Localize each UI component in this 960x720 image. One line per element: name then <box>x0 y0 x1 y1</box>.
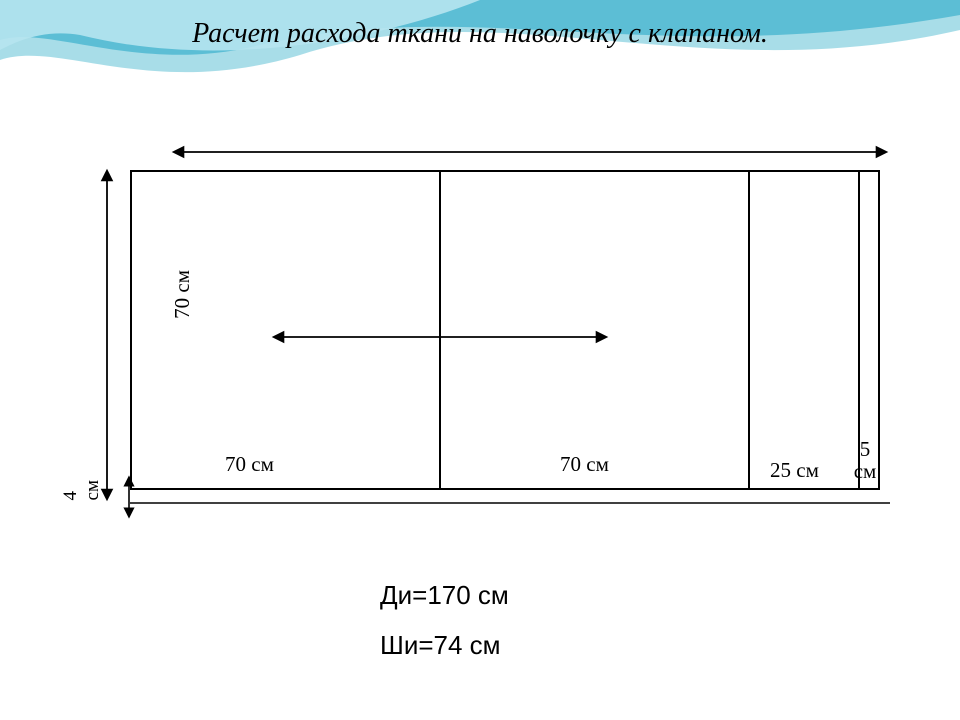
height-label: 70 см <box>170 270 195 319</box>
height-arrow <box>95 165 119 505</box>
panel-label-2: 70 см <box>560 452 609 477</box>
seam-label: 4 см <box>60 480 104 500</box>
result-length: Ди=170 см <box>380 580 509 611</box>
mid-arrow <box>270 325 610 349</box>
result-width: Ши=74 см <box>380 630 501 661</box>
page-title: Расчет расхода ткани на наволочку с клап… <box>0 18 960 50</box>
bottom-line <box>130 498 890 508</box>
fabric-diagram: 70 см 4 см 70 см 70 см 25 см 5 см <box>90 140 880 490</box>
slide: Расчет расхода ткани на наволочку с клап… <box>0 0 960 720</box>
wave-decoration <box>0 0 960 110</box>
divider-2 <box>748 170 750 490</box>
panel-label-1: 70 см <box>225 452 274 477</box>
top-width-arrow <box>170 140 890 164</box>
panel-label-3: 25 см <box>770 458 819 483</box>
seam-arrow <box>120 475 138 519</box>
wave-svg <box>0 0 960 110</box>
panel-label-4: 5 см <box>850 438 880 482</box>
